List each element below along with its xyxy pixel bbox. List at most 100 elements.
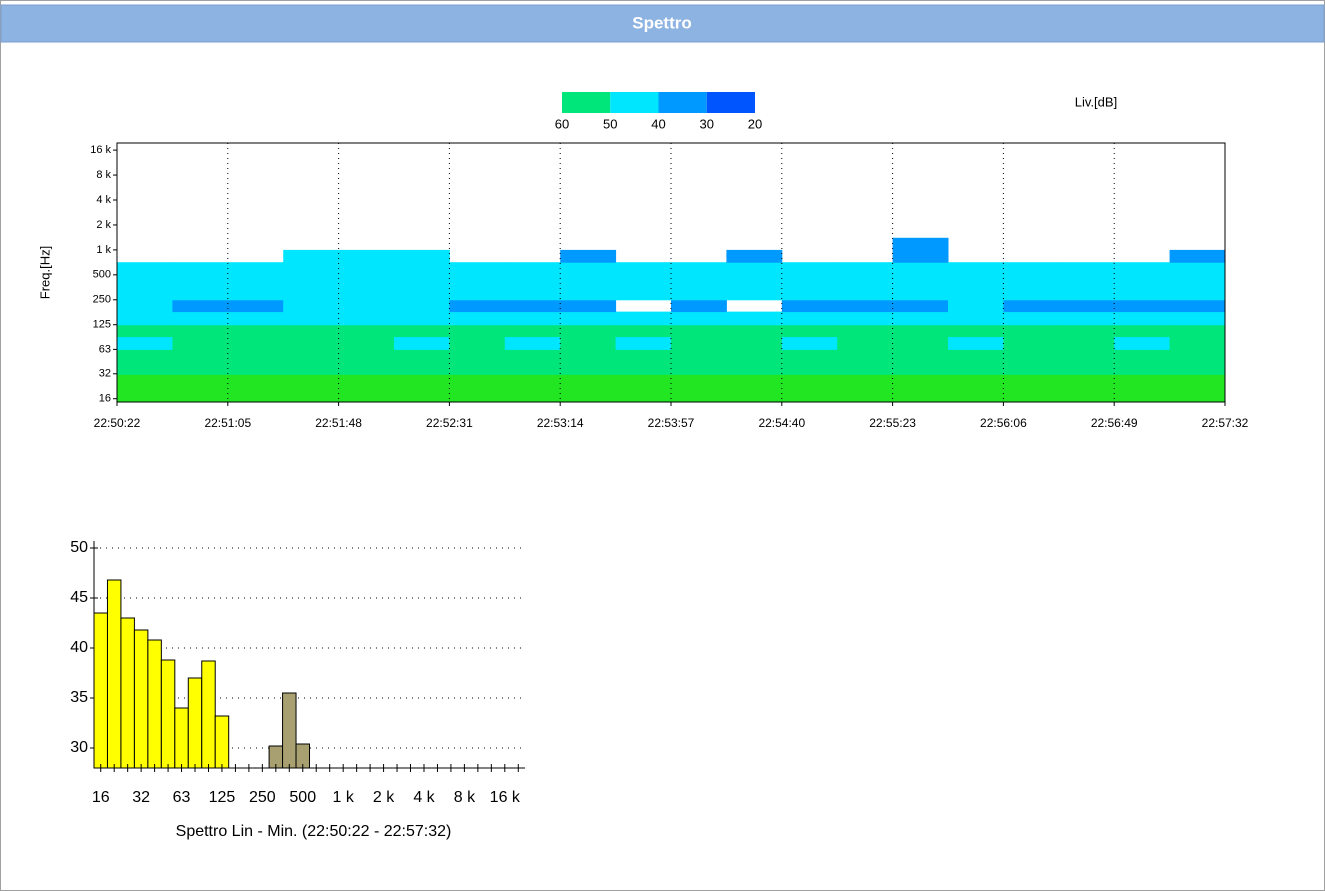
- spectrogram-cell: [671, 374, 727, 388]
- spectrogram-cell: [449, 274, 506, 288]
- spectrogram-cell: [1058, 387, 1115, 403]
- spectrogram-cell: [1169, 374, 1226, 388]
- x-tick-label: 1 k: [333, 789, 355, 806]
- bar: [120, 617, 135, 769]
- spectrogram-cell: [1114, 361, 1171, 375]
- bar: [187, 677, 203, 769]
- spectrogram-cell: [172, 361, 229, 375]
- header-title: Spettro: [632, 13, 692, 32]
- spectrogram-cell: [227, 274, 284, 288]
- spectrogram-cell: [671, 324, 727, 338]
- spectrogram-cell: [671, 361, 727, 375]
- spectrogram-cell: [726, 287, 783, 301]
- y-tick-label: 16 k: [90, 144, 111, 156]
- x-tick-label: 22:53:57: [648, 416, 695, 430]
- spectrogram-cell: [172, 311, 229, 326]
- spectrogram-cell: [117, 387, 173, 403]
- spectrogram-cell: [948, 311, 1004, 326]
- spectrogram-cell: [172, 299, 229, 313]
- spectrogram-cell: [726, 374, 783, 388]
- y-tick-label: 40: [70, 639, 88, 656]
- spectrogram-cell: [449, 374, 506, 388]
- spectrogram-cell: [504, 287, 561, 301]
- spectrogram-cell: [560, 387, 617, 403]
- spectrogram-cell: [615, 349, 672, 362]
- spectrogram-cell: [338, 336, 395, 350]
- spectrogram-cell: [948, 274, 1004, 288]
- spectrogram-cell: [338, 349, 395, 362]
- spectrogram-cell: [1003, 262, 1060, 276]
- spectrogram-cell: [227, 374, 284, 388]
- x-tick-label: 16 k: [490, 789, 521, 806]
- spectrogram-cell: [227, 324, 284, 338]
- spectrogram-cell: [1114, 349, 1171, 362]
- spectrogram-cell: [172, 262, 229, 276]
- spectrogram-cell: [560, 299, 617, 313]
- spectrogram-cell: [1114, 387, 1171, 403]
- spectrogram-cell: [1114, 274, 1171, 288]
- bar: [93, 612, 108, 769]
- legend-tick-label: 60: [555, 116, 569, 131]
- x-tick-label: 22:50:22: [94, 416, 141, 430]
- spectrogram-cell: [117, 287, 173, 301]
- x-tick-label: 22:51:05: [204, 416, 251, 430]
- spectrogram-cell: [504, 374, 561, 388]
- y-tick-label: 32: [99, 368, 111, 380]
- spectrogram-cell: [948, 299, 1004, 313]
- bar: [282, 692, 297, 769]
- bar: [133, 629, 149, 769]
- spectrogram-cell: [1003, 287, 1060, 301]
- spectrogram-cell: [394, 311, 450, 326]
- spectrogram-cell: [1114, 324, 1171, 338]
- spectrogram-cell: [671, 299, 727, 313]
- spectrogram-cell: [1003, 311, 1060, 326]
- spectrogram-cell: [504, 311, 561, 326]
- spectrogram-cell: [948, 374, 1004, 388]
- x-tick-label: 63: [173, 789, 191, 806]
- spectrogram-cell: [837, 274, 894, 288]
- y-tick-label: 63: [99, 343, 111, 355]
- legend-tick-label: 40: [651, 116, 665, 131]
- spectrogram-cell: [560, 361, 617, 375]
- spectrogram-cell: [892, 262, 949, 276]
- spectrogram-cell: [1058, 299, 1115, 313]
- spectrogram-cell: [1169, 336, 1226, 350]
- spectrogram-cell: [338, 374, 395, 388]
- spectrogram-cell: [117, 374, 173, 388]
- spectrogram-cell: [1169, 287, 1226, 301]
- spectrogram-cell: [117, 324, 173, 338]
- x-tick-label: 8 k: [454, 789, 476, 806]
- spectrogram-cell: [1058, 336, 1115, 350]
- spectrogram-cell: [1169, 361, 1226, 375]
- x-tick-label: 22:52:31: [426, 416, 473, 430]
- spectrogram-cell: [560, 287, 617, 301]
- spectrogram-cell: [1058, 374, 1115, 388]
- legend-title: Liv.[dB]: [1075, 94, 1117, 109]
- spectrogram-cell: [948, 336, 1004, 350]
- spectrogram-cell: [227, 262, 284, 276]
- spectrogram-cell: [837, 374, 894, 388]
- spectrogram-cell: [394, 249, 450, 263]
- spectrogram-cell: [283, 274, 340, 288]
- spectrogram-cell: [449, 324, 506, 338]
- x-tick-label: 500: [289, 789, 316, 806]
- spectrogram-cell: [338, 387, 395, 403]
- x-tick-label: 22:53:14: [537, 416, 584, 430]
- spectrogram-cell: [1003, 387, 1060, 403]
- spectrogram-cell: [117, 361, 173, 375]
- spectrogram-cell: [1058, 361, 1115, 375]
- spectrogram-cell: [1003, 374, 1060, 388]
- spectrogram-cell: [948, 361, 1004, 375]
- spectrogram-cell: [671, 311, 727, 326]
- spectrogram-cell: [560, 324, 617, 338]
- legend-swatch: [610, 92, 659, 113]
- x-tick-label: 22:55:23: [869, 416, 916, 430]
- spectrogram-cell: [172, 387, 229, 403]
- spectrogram-cell: [504, 274, 561, 288]
- spectrogram-cell: [394, 324, 450, 338]
- spectrogram-cell: [948, 287, 1004, 301]
- y-axis-label: Freq.[Hz]: [37, 246, 52, 299]
- spectrogram-cell: [726, 336, 783, 350]
- spectrogram-cell: [892, 374, 949, 388]
